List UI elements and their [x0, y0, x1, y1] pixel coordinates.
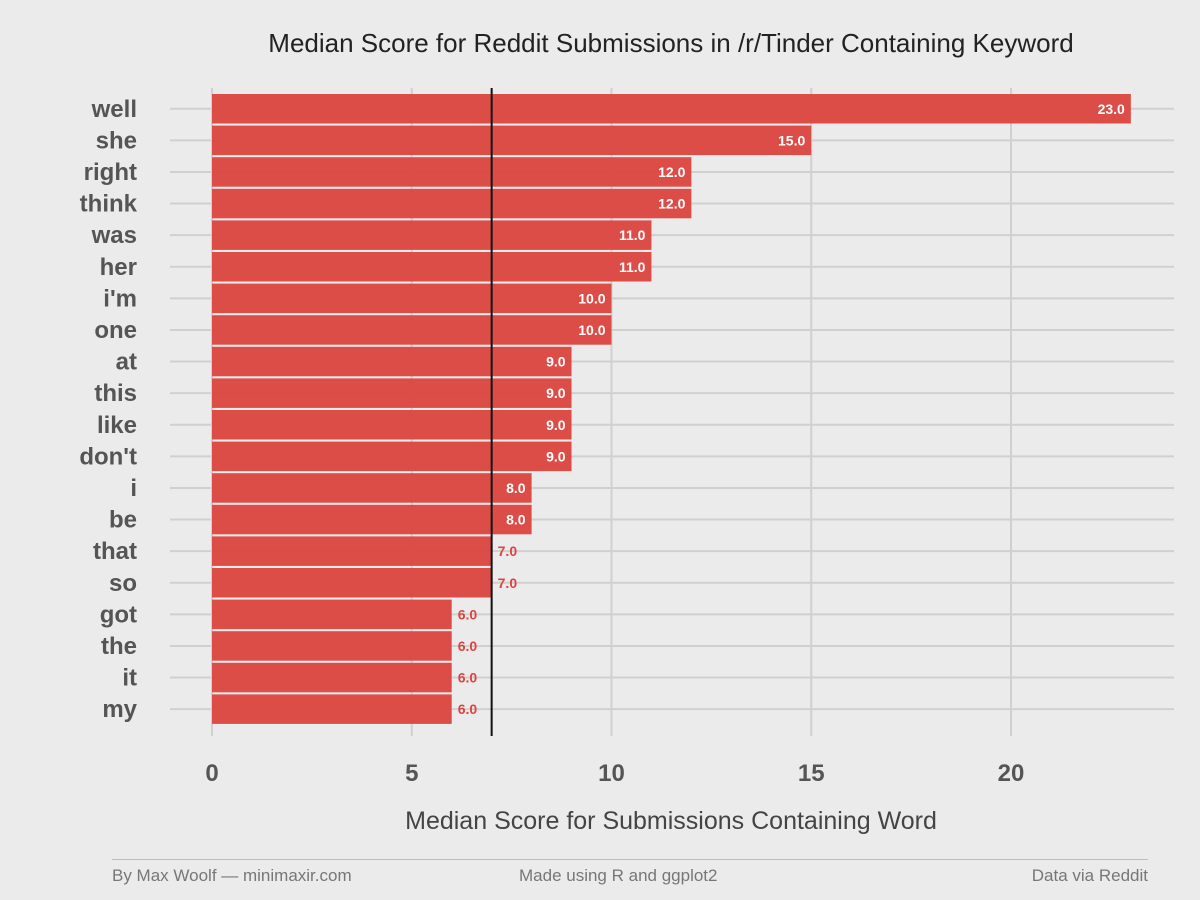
value-label: 6.0 — [458, 606, 478, 622]
bar — [212, 504, 532, 535]
chart-title: Median Score for Reddit Submissions in /… — [268, 28, 1073, 58]
category-label: be — [109, 507, 137, 534]
bar — [212, 631, 452, 661]
value-label: 8.0 — [506, 512, 526, 528]
category-label: the — [101, 633, 137, 660]
bar — [212, 220, 652, 250]
category-label: like — [97, 412, 137, 439]
value-label: 10.0 — [578, 290, 605, 306]
bar — [212, 473, 532, 503]
value-label: 11.0 — [619, 259, 646, 275]
bar — [212, 157, 692, 187]
category-label: don't — [79, 443, 137, 470]
bar — [212, 252, 652, 282]
bar — [212, 662, 452, 693]
footer-divider — [112, 859, 1148, 860]
category-label: at — [116, 349, 137, 376]
value-label: 23.0 — [1098, 101, 1125, 117]
x-tick-label: 15 — [798, 760, 825, 787]
category-label: right — [84, 159, 137, 186]
category-label: think — [80, 191, 138, 218]
category-label: one — [94, 317, 137, 344]
x-tick-label: 5 — [405, 760, 418, 787]
value-label: 9.0 — [546, 354, 566, 370]
bar — [212, 568, 492, 598]
category-label: so — [109, 570, 137, 597]
bar — [212, 441, 572, 472]
category-label: her — [100, 254, 137, 281]
value-label: 6.0 — [458, 670, 478, 686]
value-label: 7.0 — [498, 575, 518, 591]
value-label: 6.0 — [458, 701, 478, 717]
value-label: 9.0 — [546, 417, 566, 433]
category-label: this — [94, 380, 137, 407]
value-label: 10.0 — [578, 322, 605, 338]
category-label: it — [122, 665, 137, 692]
value-label: 7.0 — [498, 543, 518, 559]
bar — [212, 188, 692, 219]
value-label: 12.0 — [658, 164, 685, 180]
x-tick-label: 0 — [205, 760, 218, 787]
bar — [212, 346, 572, 377]
value-label: 6.0 — [458, 638, 478, 654]
bar — [212, 94, 1131, 124]
footer-source: Data via Reddit — [1031, 866, 1148, 885]
category-label: that — [93, 538, 137, 565]
category-label: i'm — [103, 285, 137, 312]
x-tick-label: 20 — [998, 760, 1025, 787]
category-label: she — [96, 127, 137, 154]
category-label: was — [91, 222, 137, 249]
category-label: my — [102, 696, 137, 723]
bar — [212, 283, 612, 314]
footer-author: By Max Woolf — minimaxir.com — [112, 866, 352, 885]
value-label: 15.0 — [778, 132, 805, 148]
value-label: 11.0 — [619, 227, 646, 243]
value-label: 9.0 — [546, 448, 566, 464]
footer-tools: Made using R and ggplot2 — [519, 866, 718, 885]
bar — [212, 599, 452, 630]
category-label: well — [91, 96, 137, 123]
bar — [212, 536, 492, 566]
value-label: 12.0 — [658, 196, 685, 212]
x-axis-label: Median Score for Submissions Containing … — [405, 807, 937, 835]
bar — [212, 694, 452, 724]
category-label: i — [130, 475, 137, 502]
x-tick-label: 10 — [598, 760, 625, 787]
bar — [212, 378, 572, 408]
value-label: 9.0 — [546, 385, 566, 401]
bar — [212, 315, 612, 345]
label-layer: 0 5 10 15 20 well 23.0 she 15.0 right 12.0 think 12.… — [79, 96, 1125, 787]
bar-layer — [212, 94, 1131, 724]
bar — [212, 410, 572, 440]
bar — [212, 125, 812, 156]
value-label: 8.0 — [506, 480, 526, 496]
category-label: got — [100, 601, 137, 628]
